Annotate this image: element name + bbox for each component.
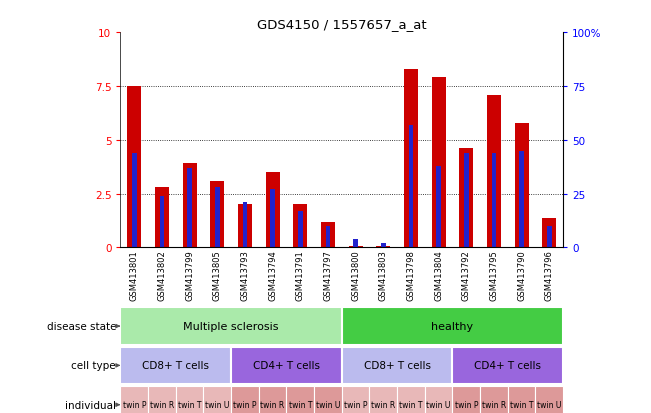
Bar [480,386,508,413]
Bar [452,386,480,413]
Bar [452,347,563,384]
Text: twin T: twin T [288,400,312,409]
Bar [381,244,385,248]
Bar [155,188,169,248]
Text: twin U: twin U [316,400,340,409]
Bar [243,203,247,248]
Bar [519,151,524,248]
Bar [148,386,176,413]
Bar [349,246,363,248]
Text: twin T: twin T [178,400,201,409]
Bar [203,386,231,413]
Bar [294,205,307,248]
Text: twin P: twin P [233,400,256,409]
Bar [535,386,563,413]
Bar [404,69,418,248]
Bar [314,386,342,413]
Bar [515,123,529,248]
Bar [120,347,231,384]
Bar [183,164,197,248]
Text: CD8+ T cells: CD8+ T cells [364,361,430,370]
Bar [425,386,452,413]
Text: disease state: disease state [46,321,116,331]
Text: twin U: twin U [426,400,450,409]
Bar [286,386,314,413]
Bar [132,153,137,248]
Text: CD4+ T cells: CD4+ T cells [253,361,320,370]
Text: twin U: twin U [205,400,229,409]
Bar [159,196,164,248]
Bar [370,386,397,413]
Text: twin R: twin R [371,400,395,409]
Bar [542,219,556,248]
Bar [342,308,563,345]
Text: twin T: twin T [399,400,422,409]
Text: CD8+ T cells: CD8+ T cells [143,361,209,370]
Bar [298,211,303,248]
Text: individual: individual [65,400,116,410]
Bar [120,386,148,413]
Text: twin P: twin P [454,400,478,409]
Bar [270,190,275,248]
Bar [342,386,370,413]
Bar [266,173,279,248]
Text: Multiple sclerosis: Multiple sclerosis [184,321,279,331]
Text: twin R: twin R [260,400,284,409]
Bar [409,126,413,248]
Bar [326,226,330,248]
Text: twin P: twin P [122,400,146,409]
Text: healthy: healthy [432,321,473,331]
Bar [547,226,551,248]
Text: twin U: twin U [537,400,561,409]
Bar [231,386,259,413]
Bar [436,166,441,248]
Bar [231,347,342,384]
Bar [120,308,342,345]
Bar [215,188,219,248]
Bar [487,95,501,248]
Bar [210,181,224,248]
Text: cell type: cell type [72,361,116,370]
Bar [508,386,535,413]
Bar [464,153,469,248]
Bar [492,153,496,248]
Text: CD4+ T cells: CD4+ T cells [475,361,541,370]
Bar [321,222,335,248]
Bar [259,386,286,413]
Text: twin P: twin P [344,400,367,409]
Bar [176,386,203,413]
Bar [353,239,358,248]
Bar [187,169,192,248]
Text: twin T: twin T [510,400,533,409]
Title: GDS4150 / 1557657_a_at: GDS4150 / 1557657_a_at [257,17,426,31]
Bar [432,78,445,248]
Bar [397,386,425,413]
Bar [460,149,473,248]
Text: twin R: twin R [150,400,174,409]
Bar [128,87,141,248]
Text: twin R: twin R [482,400,506,409]
Bar [376,247,390,248]
Bar [342,347,452,384]
Bar [238,205,252,248]
